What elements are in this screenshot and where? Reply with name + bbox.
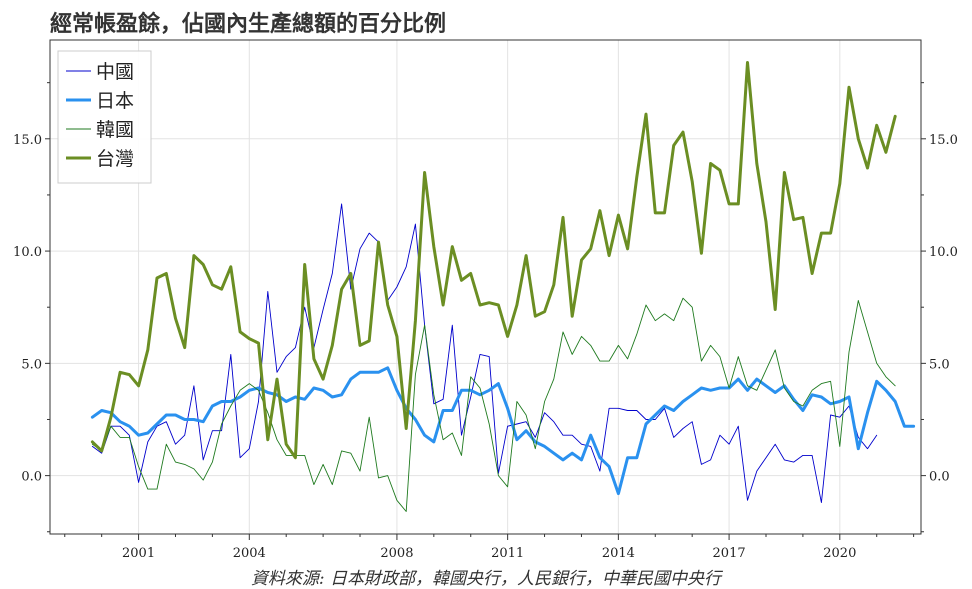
plot-frame — [49, 39, 922, 535]
x-tick-label: 2011 — [491, 546, 524, 561]
series-lines — [90, 61, 916, 512]
x-tick-label: 2004 — [233, 546, 266, 561]
y-tick-label-left: 10.0 — [13, 245, 42, 260]
y-tick-label-left: 0.0 — [21, 470, 42, 485]
series-line — [90, 366, 916, 496]
axis-ticks: 0.0 0.0 5.0 5.0 10.0 10.0 15.0 15.0 2001 2004 2008… — [13, 82, 958, 561]
y-tick-label-right: 5.0 — [929, 357, 950, 372]
x-tick-label: 2008 — [380, 546, 413, 561]
y-tick-label-right: 0.0 — [929, 470, 950, 485]
series-line — [91, 297, 896, 512]
chart-title: 經常帳盈餘，佔國內生產總額的百分比例 — [50, 11, 447, 37]
legend-label: 台灣 — [96, 148, 134, 170]
grid — [50, 40, 921, 534]
series-line — [91, 203, 878, 504]
chart-source: 資料來源: 日本財政部，韓國央行，人民銀行，中華民國中央行 — [250, 569, 722, 589]
legend-label: 中國 — [96, 61, 134, 83]
legend-label: 日本 — [96, 90, 134, 112]
x-tick-label: 2001 — [122, 546, 155, 561]
legend-box — [57, 50, 152, 184]
y-tick-label-right: 15.0 — [929, 133, 958, 148]
legend-label: 韓國 — [96, 119, 134, 141]
x-tick-label: 2017 — [713, 546, 746, 561]
y-tick-label-right: 10.0 — [929, 245, 958, 260]
series-line — [90, 61, 897, 460]
x-tick-label: 2020 — [823, 546, 856, 561]
y-tick-label-left: 15.0 — [13, 133, 42, 148]
x-tick-label: 2014 — [602, 546, 635, 561]
y-tick-label-left: 5.0 — [21, 357, 42, 372]
